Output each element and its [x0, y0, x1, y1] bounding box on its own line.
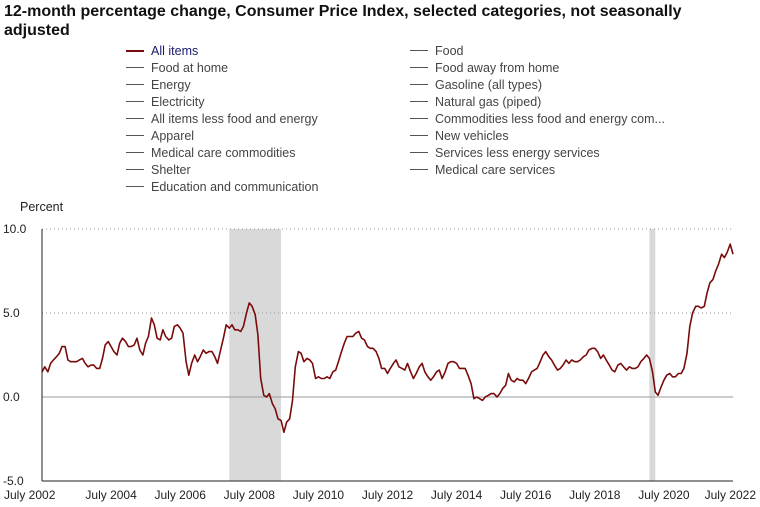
- y-tick-label: 10.0: [3, 222, 27, 236]
- x-tick-label: July 2006: [155, 488, 207, 502]
- legend-label: Food at home: [151, 60, 229, 75]
- y-tick-label: -5.0: [3, 474, 24, 488]
- legend-swatch: [410, 152, 428, 153]
- recession-band: [649, 229, 656, 481]
- legend-swatch: [410, 67, 428, 68]
- legend-item-food-away[interactable]: Food away from home: [410, 59, 559, 76]
- legend-swatch: [126, 118, 144, 119]
- legend-label: Apparel: [151, 128, 195, 143]
- legend-swatch: [410, 169, 428, 170]
- legend-label: New vehicles: [435, 128, 509, 143]
- legend-swatch: [126, 186, 144, 187]
- legend-item-shelter[interactable]: Shelter: [126, 161, 191, 178]
- legend-item-food[interactable]: Food: [410, 42, 464, 59]
- series-line-all-items: [41, 243, 734, 434]
- legend-label: All items less food and energy: [151, 111, 318, 126]
- chart-title: 12-month percentage change, Consumer Pri…: [4, 3, 682, 39]
- legend-swatch: [410, 50, 428, 51]
- x-tick-label: July 2004: [85, 488, 137, 502]
- y-tick-label: 5.0: [3, 306, 20, 320]
- legend-label: Services less energy services: [435, 145, 600, 160]
- legend-label: Education and communication: [151, 179, 319, 194]
- legend-item-food-at-home[interactable]: Food at home: [126, 59, 228, 76]
- x-tick-label: July 2018: [569, 488, 621, 502]
- x-tick-label: July 2002: [4, 488, 56, 502]
- x-tick-label: July 2014: [431, 488, 483, 502]
- legend-item-education[interactable]: Education and communication: [126, 178, 318, 195]
- legend-label: Gasoline (all types): [435, 77, 542, 92]
- legend-swatch: [410, 118, 428, 119]
- legend-swatch: [410, 84, 428, 85]
- legend-item-apparel[interactable]: Apparel: [126, 127, 194, 144]
- legend-item-natural-gas[interactable]: Natural gas (piped): [410, 93, 541, 110]
- legend-swatch: [126, 84, 144, 85]
- x-tick-label: July 2016: [500, 488, 552, 502]
- legend-swatch: [410, 101, 428, 102]
- legend-swatch: [126, 135, 144, 136]
- legend-item-core[interactable]: All items less food and energy: [126, 110, 318, 127]
- legend-label: Shelter: [151, 162, 191, 177]
- x-tick-label: July 2012: [362, 488, 414, 502]
- legend-label: Natural gas (piped): [435, 94, 542, 109]
- y-tick-label: 0.0: [3, 390, 20, 404]
- legend-item-services[interactable]: Services less energy services: [410, 144, 600, 161]
- legend-label: Electricity: [151, 94, 205, 109]
- legend-item-all-items[interactable]: All items: [126, 42, 198, 59]
- legend-item-electricity[interactable]: Electricity: [126, 93, 204, 110]
- legend-swatch: [126, 101, 144, 102]
- legend-label: Medical care commodities: [151, 145, 296, 160]
- legend-label: Food away from home: [435, 60, 560, 75]
- x-tick-label: July 2022: [705, 488, 757, 502]
- legend-label: All items: [151, 43, 199, 58]
- x-tick-label: July 2008: [224, 488, 276, 502]
- legend-swatch: [126, 67, 144, 68]
- x-tick-label: July 2020: [638, 488, 690, 502]
- legend-item-energy[interactable]: Energy: [126, 76, 191, 93]
- legend-label: Commodities less food and energy com...: [435, 111, 665, 126]
- x-tick-label: July 2010: [293, 488, 345, 502]
- recession-band: [229, 229, 282, 481]
- legend-label: Energy: [151, 77, 191, 92]
- legend-item-medical-services[interactable]: Medical care services: [410, 161, 555, 178]
- y-axis-label: Percent: [20, 200, 64, 214]
- legend-swatch: [126, 169, 144, 170]
- legend-swatch: [126, 152, 144, 153]
- legend-label: Food: [435, 43, 464, 58]
- legend-item-new-vehicles[interactable]: New vehicles: [410, 127, 509, 144]
- legend-swatch: [410, 135, 428, 136]
- legend-item-commodities[interactable]: Commodities less food and energy com...: [410, 110, 665, 127]
- legend-item-gasoline[interactable]: Gasoline (all types): [410, 76, 542, 93]
- legend-label: Medical care services: [435, 162, 556, 177]
- legend-item-medical-commodities[interactable]: Medical care commodities: [126, 144, 296, 161]
- legend-swatch: [126, 49, 144, 52]
